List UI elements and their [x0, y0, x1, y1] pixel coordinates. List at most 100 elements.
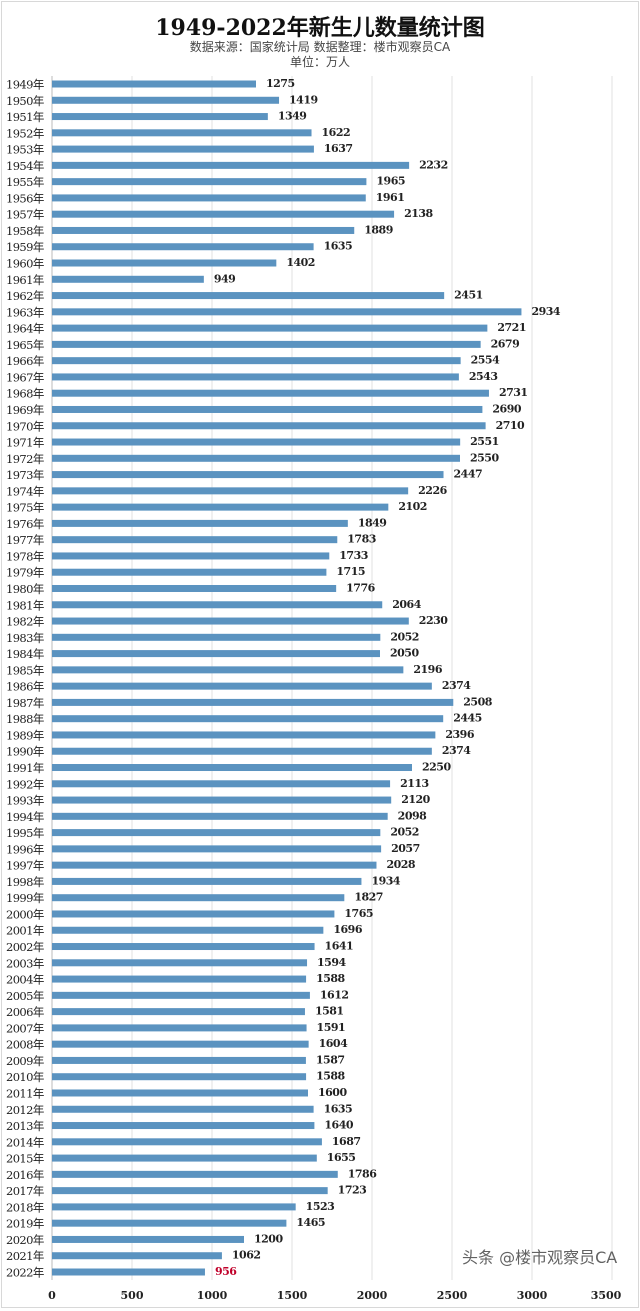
data-label: 1776	[346, 581, 375, 594]
y-tick-label: 1968年	[6, 387, 44, 401]
y-tick-label: 1963年	[6, 305, 44, 319]
y-tick-label: 1997年	[6, 859, 44, 873]
x-tick-label: 1500	[277, 1289, 308, 1302]
y-tick-label: 2015年	[6, 1152, 44, 1166]
bar	[52, 503, 389, 511]
y-tick-label: 2013年	[6, 1119, 44, 1133]
data-label: 1849	[358, 516, 387, 529]
y-tick-label: 1959年	[6, 240, 44, 254]
data-label: 2551	[470, 435, 499, 448]
data-label: 1594	[317, 956, 346, 969]
data-label: 2102	[398, 500, 427, 513]
bar	[52, 715, 444, 723]
bar	[52, 1073, 307, 1081]
x-tick-label: 2000	[357, 1289, 388, 1302]
bar	[52, 861, 377, 869]
x-tick-label: 0	[48, 1289, 56, 1302]
data-label: 2451	[454, 289, 483, 302]
data-label: 1581	[315, 1005, 344, 1018]
y-tick-label: 1951年	[6, 110, 44, 124]
y-tick-label: 1961年	[6, 273, 44, 287]
chart-title: 1949-2022年新生儿数量统计图	[155, 15, 485, 41]
bar	[52, 1105, 314, 1113]
y-tick-label: 1974年	[6, 484, 44, 498]
chart-unit: 单位：万人	[289, 55, 350, 69]
bar	[52, 698, 454, 706]
bar	[52, 373, 459, 381]
bar	[52, 1138, 322, 1146]
bar	[52, 519, 348, 527]
y-tick-label: 1953年	[6, 143, 44, 157]
data-label: 1723	[338, 1184, 367, 1197]
bar	[52, 357, 461, 365]
data-label: 2226	[418, 484, 447, 497]
bar	[52, 292, 445, 300]
bar	[52, 275, 204, 283]
data-label: 2374	[442, 679, 471, 692]
y-tick-label: 1991年	[6, 761, 44, 775]
data-label: 2721	[497, 321, 526, 334]
bar	[52, 1170, 338, 1178]
bar	[52, 633, 381, 641]
bar	[52, 910, 335, 918]
bar	[52, 389, 489, 397]
bar	[52, 471, 444, 479]
data-label: 1655	[327, 1151, 356, 1164]
y-tick-label: 1993年	[6, 794, 44, 808]
data-label: 1419	[289, 93, 318, 106]
data-label: 1786	[348, 1167, 377, 1180]
bar	[52, 845, 382, 853]
x-tick-label: 2500	[437, 1289, 468, 1302]
bar	[52, 780, 391, 788]
bar	[52, 1268, 205, 1276]
y-tick-label: 1969年	[6, 403, 44, 417]
data-label: 949	[214, 272, 235, 285]
bar	[52, 1024, 307, 1032]
y-tick-label: 1994年	[6, 810, 44, 824]
y-tick-label: 2020年	[6, 1233, 44, 1247]
data-label: 2710	[496, 419, 525, 432]
bar	[52, 584, 337, 592]
data-label: 1640	[324, 1119, 353, 1132]
data-label: 1591	[317, 1021, 346, 1034]
data-label: 1349	[278, 110, 307, 123]
bar	[52, 796, 392, 804]
bar	[52, 113, 268, 121]
bar	[52, 454, 460, 462]
y-tick-label: 1999年	[6, 891, 44, 905]
bar	[52, 601, 383, 609]
bar	[52, 568, 327, 576]
bar	[52, 1122, 315, 1130]
bar	[52, 1235, 244, 1243]
data-label: 2196	[413, 663, 442, 676]
x-tick-label: 3000	[517, 1289, 548, 1302]
bar	[52, 812, 388, 820]
x-tick-label: 500	[121, 1289, 144, 1302]
data-label: 2731	[499, 386, 528, 399]
y-tick-label: 2005年	[6, 989, 44, 1003]
y-tick-label: 2010年	[6, 1070, 44, 1084]
data-label: 1523	[306, 1200, 335, 1213]
bar	[52, 666, 404, 674]
bar	[52, 340, 481, 348]
data-label: 2232	[419, 158, 448, 171]
data-label: 2120	[401, 793, 430, 806]
bar	[52, 145, 314, 153]
y-tick-label: 1976年	[6, 517, 44, 531]
y-tick-label: 1988年	[6, 712, 44, 726]
bar	[52, 1040, 309, 1048]
data-label: 1600	[318, 1086, 347, 1099]
data-label: 1827	[354, 891, 383, 904]
y-tick-label: 1973年	[6, 468, 44, 482]
y-tick-label: 2002年	[6, 940, 44, 954]
bar	[52, 210, 395, 218]
y-tick-label: 1975年	[6, 501, 44, 515]
data-label: 1200	[254, 1232, 283, 1245]
bar	[52, 324, 488, 332]
y-tick-label: 1987年	[6, 696, 44, 710]
watermark: 头条 @楼市观察员CA	[462, 1248, 618, 1267]
y-tick-label: 1977年	[6, 533, 44, 547]
data-label: 2052	[390, 826, 419, 839]
bar	[52, 747, 432, 755]
x-tick-label: 1000	[197, 1289, 228, 1302]
